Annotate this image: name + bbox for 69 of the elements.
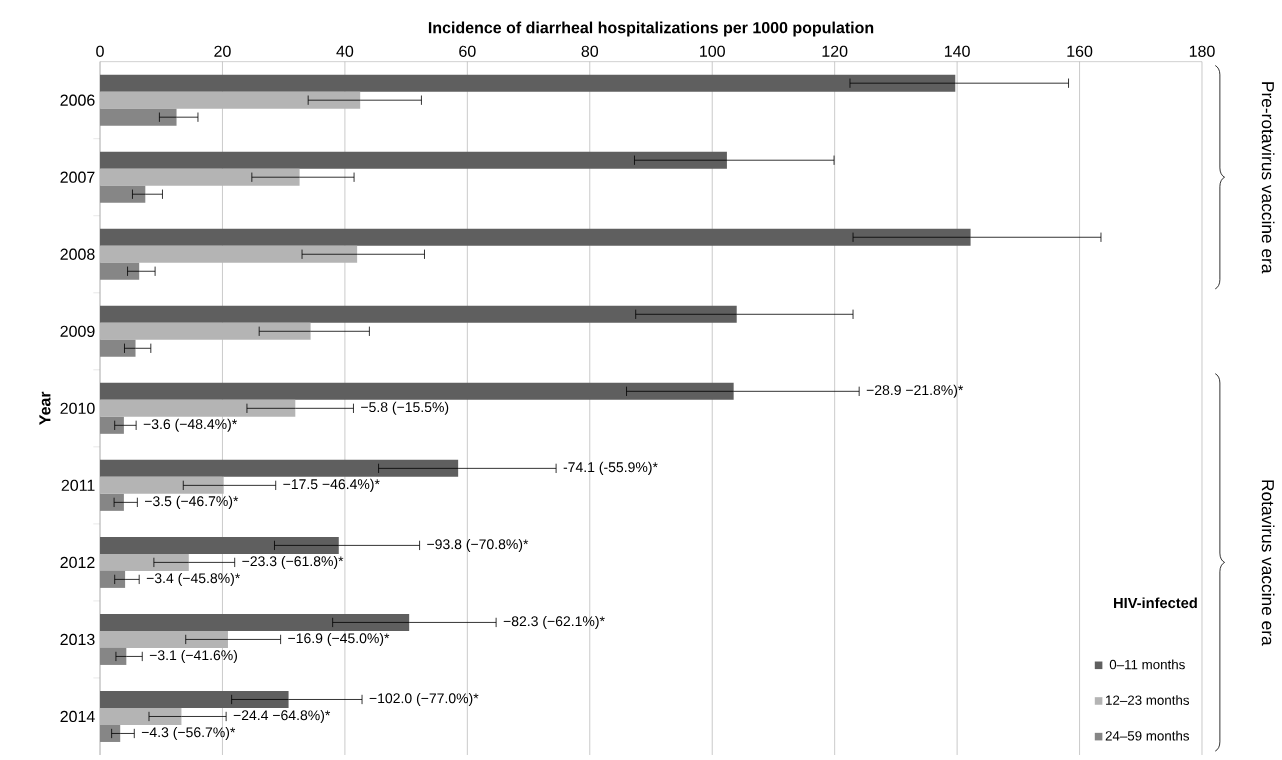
annotation: −3.6 (−48.4%)*	[143, 418, 237, 432]
annotation: −102.0 (−77.0%)*	[369, 692, 479, 706]
bar	[100, 630, 228, 648]
annotation: −3.1 (−41.6%)	[149, 649, 238, 663]
annotation: -74.1 (-55.9%)*	[563, 461, 658, 475]
bar	[100, 228, 971, 246]
legend-title: HIV-infected	[1114, 597, 1197, 609]
x-tick-label: 40	[336, 45, 354, 57]
legend-label: 0–11 months	[1109, 659, 1185, 670]
annotation: −23.3 (−61.8%)*	[242, 555, 344, 569]
y-tick-label: 2006	[60, 94, 95, 106]
x-tick-label: 80	[581, 45, 599, 57]
y-axis-title: Year	[39, 391, 51, 425]
y-tick-label: 2014	[60, 710, 95, 723]
x-axis-title: Incidence of diarrheal hospitalizations per 1000 population	[428, 21, 874, 37]
y-tick-label: 2011	[61, 479, 95, 492]
bar	[100, 724, 121, 742]
x-tick-label: 60	[459, 45, 476, 57]
text: Pre-rotavirus vaccine era	[1261, 82, 1275, 274]
x-tick-label: 120	[822, 45, 848, 57]
y-tick-label: 2009	[60, 325, 95, 337]
bar	[100, 91, 361, 109]
bar	[100, 570, 126, 588]
x-tick-label: 160	[1067, 45, 1093, 57]
bar	[100, 168, 300, 186]
bar	[100, 459, 459, 477]
bar	[100, 536, 339, 554]
x-tick-label: 140	[944, 45, 970, 57]
annotation: −3.4 (−45.8%)*	[146, 572, 241, 586]
annotation: −17.5 −46.4%)*	[283, 478, 380, 492]
bar	[100, 647, 127, 665]
bar	[100, 305, 737, 323]
x-tick-label: 100	[700, 45, 725, 57]
bar	[100, 339, 136, 357]
bar	[100, 493, 124, 511]
bar	[100, 707, 182, 725]
y-tick-label: 2012	[60, 556, 95, 569]
y-tick-label: 2013	[60, 633, 95, 646]
bar	[100, 74, 956, 92]
bar	[100, 553, 189, 571]
annotation: −16.9 (−45.0%)*	[288, 632, 390, 646]
bar	[100, 185, 146, 203]
annotation: −3.5 (−46.7%)*	[144, 495, 239, 509]
annotation: −4.3 (−56.7%)*	[141, 726, 236, 740]
bar	[100, 322, 311, 340]
y-tick-label: 2010	[60, 402, 95, 414]
bar	[100, 690, 289, 708]
x-tick-label: 180	[1189, 45, 1215, 57]
bar	[100, 416, 124, 434]
legend-label: 24–59 months	[1105, 730, 1190, 741]
bar	[100, 245, 358, 263]
x-tick-label: 20	[214, 45, 231, 57]
annotation: −5.8 (−15.5%)	[361, 401, 449, 415]
x-tick-label: 0	[96, 45, 104, 57]
annotation: −24.4 −64.8%)*	[233, 709, 331, 723]
bar	[100, 108, 177, 126]
annotation: −28.9 −21.8%)*	[866, 384, 964, 398]
bar	[100, 613, 410, 631]
y-tick-label: 2008	[60, 248, 95, 260]
bar	[100, 151, 727, 169]
bar	[100, 262, 140, 280]
legend-label: 12–23 months	[1106, 695, 1190, 705]
text: Rotavirus vaccine era	[1261, 480, 1275, 646]
bar	[100, 382, 734, 400]
bar	[100, 476, 224, 494]
annotation: −93.8 (−70.8%)*	[427, 538, 529, 552]
bar	[100, 399, 296, 417]
annotation: −82.3 (−62.1%)*	[503, 615, 605, 629]
y-tick-label: 2007	[60, 171, 95, 183]
